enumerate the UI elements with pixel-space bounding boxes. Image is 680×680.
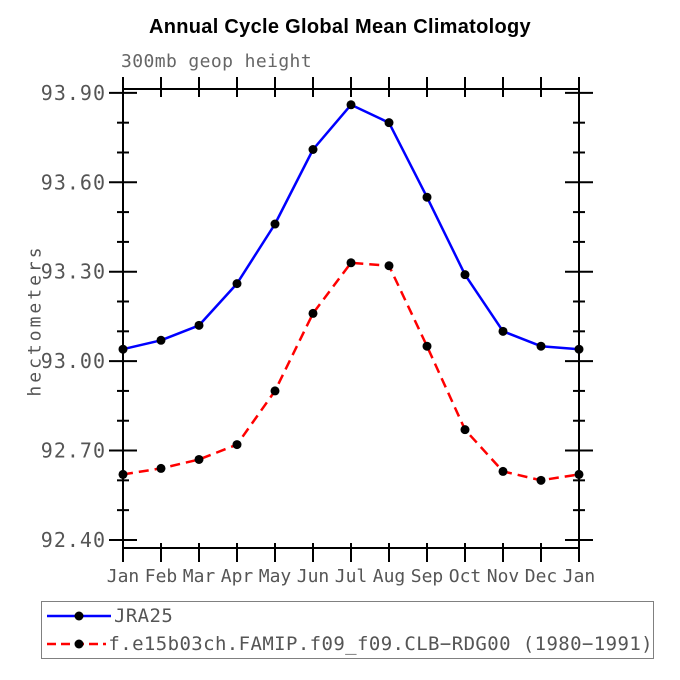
data-point-marker bbox=[498, 466, 508, 476]
data-point-marker bbox=[118, 344, 128, 354]
x-tick-label: Dec bbox=[525, 566, 558, 587]
data-point-marker bbox=[270, 386, 280, 396]
data-point-marker bbox=[232, 279, 242, 289]
data-point-marker bbox=[574, 344, 584, 354]
x-tick-label: Sep bbox=[411, 566, 444, 587]
x-tick-label: Mar bbox=[183, 566, 216, 587]
data-point-marker bbox=[346, 258, 356, 268]
x-tick-label: Nov bbox=[487, 566, 520, 587]
chart-title: Annual Cycle Global Mean Climatology bbox=[149, 16, 531, 38]
x-tick-label: Jan bbox=[107, 566, 140, 587]
legend-item-model: f.e15b03ch.FAMIP.f09_f09.CLB−RDG00 (1980… bbox=[46, 631, 653, 657]
data-point-marker bbox=[536, 341, 546, 351]
x-tick-label: May bbox=[259, 566, 292, 587]
data-point-marker bbox=[384, 118, 394, 128]
data-point-marker bbox=[308, 145, 318, 155]
x-tick-label: Aug bbox=[373, 566, 406, 587]
data-point-marker bbox=[232, 440, 242, 450]
data-point-marker bbox=[536, 475, 546, 485]
data-point-marker bbox=[460, 270, 470, 280]
legend-marker-dot bbox=[74, 611, 84, 621]
y-tick-label: 93.30 bbox=[41, 260, 106, 284]
data-point-marker bbox=[346, 100, 356, 110]
legend-item-label: JRA25 bbox=[114, 605, 174, 628]
series-line-0 bbox=[122, 103, 580, 351]
legend-line-sample-solid bbox=[47, 611, 111, 621]
y-tick-label: 92.70 bbox=[41, 439, 106, 463]
data-point-marker bbox=[498, 326, 508, 336]
y-tick-label: 92.40 bbox=[41, 528, 106, 552]
x-tick-label: Apr bbox=[221, 566, 254, 587]
data-point-marker bbox=[422, 192, 432, 202]
data-point-marker bbox=[270, 219, 280, 229]
data-point-marker bbox=[194, 320, 204, 330]
data-point-marker bbox=[194, 454, 204, 464]
chart-subtitle: 300mb geop height bbox=[121, 51, 313, 72]
data-point-marker bbox=[308, 308, 318, 318]
legend-box: JRA25 f.e15b03ch.FAMIP.f09_f09.CLB−RDG00… bbox=[41, 601, 654, 659]
data-point-marker bbox=[384, 261, 394, 271]
legend-line-sample-dashed bbox=[47, 639, 107, 649]
data-point-marker bbox=[574, 469, 584, 479]
y-tick-label: 93.90 bbox=[41, 81, 106, 105]
y-tick-label: 93.00 bbox=[41, 349, 106, 373]
legend-marker-dot bbox=[74, 639, 84, 649]
legend-item-label: f.e15b03ch.FAMIP.f09_f09.CLB−RDG00 (1980… bbox=[108, 632, 653, 655]
x-tick-label: Feb bbox=[145, 566, 178, 587]
legend-item-jra25: JRA25 bbox=[46, 603, 653, 629]
x-tick-label: Jun bbox=[297, 566, 330, 587]
data-point-marker bbox=[460, 425, 470, 435]
x-tick-label: Jan bbox=[563, 566, 596, 587]
data-point-marker bbox=[156, 463, 166, 473]
y-tick-label: 93.60 bbox=[41, 170, 106, 194]
data-point-marker bbox=[156, 335, 166, 345]
data-point-marker bbox=[118, 469, 128, 479]
data-point-marker bbox=[422, 341, 432, 351]
series-line-1 bbox=[122, 261, 580, 482]
x-tick-label: Oct bbox=[449, 566, 482, 587]
plot-frame bbox=[122, 88, 580, 549]
x-tick-label: Jul bbox=[335, 566, 368, 587]
